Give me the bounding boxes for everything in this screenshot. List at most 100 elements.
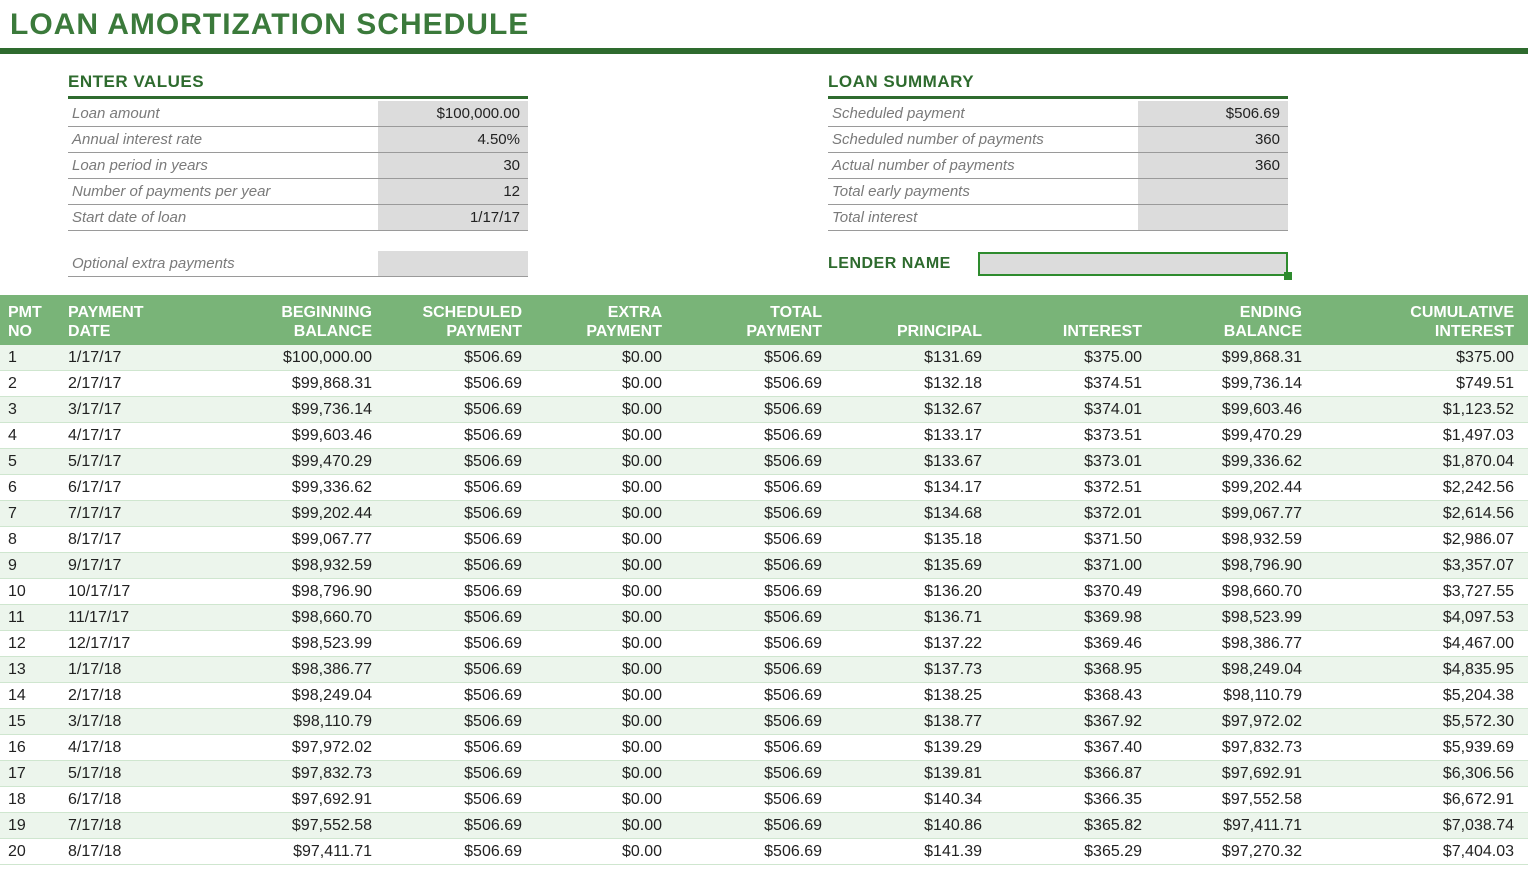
table-cell[interactable]: 3/17/18 xyxy=(60,713,220,731)
table-cell[interactable]: $99,470.29 xyxy=(220,453,380,471)
table-cell[interactable]: $140.34 xyxy=(830,791,990,809)
table-cell[interactable]: 11 xyxy=(0,609,60,627)
table-cell[interactable]: $506.69 xyxy=(380,505,530,523)
table-cell[interactable]: 5/17/17 xyxy=(60,453,220,471)
table-cell[interactable]: $2,614.56 xyxy=(1310,505,1528,523)
table-cell[interactable]: $373.01 xyxy=(990,453,1150,471)
table-cell[interactable]: $0.00 xyxy=(530,635,670,653)
table-cell[interactable]: $99,067.77 xyxy=(1150,505,1310,523)
table-cell[interactable]: 4/17/17 xyxy=(60,427,220,445)
table-cell[interactable]: $0.00 xyxy=(530,843,670,861)
table-cell[interactable]: $97,972.02 xyxy=(220,739,380,757)
table-cell[interactable]: 10 xyxy=(0,583,60,601)
table-cell[interactable]: $506.69 xyxy=(380,661,530,679)
table-cell[interactable]: $97,832.73 xyxy=(1150,739,1310,757)
table-cell[interactable]: $0.00 xyxy=(530,479,670,497)
value-loan-years[interactable]: 30 xyxy=(378,153,528,178)
table-cell[interactable]: $0.00 xyxy=(530,349,670,367)
value-start-date[interactable]: 1/17/17 xyxy=(378,205,528,230)
table-cell[interactable]: $97,411.71 xyxy=(220,843,380,861)
table-cell[interactable]: $0.00 xyxy=(530,739,670,757)
table-cell[interactable]: 6/17/18 xyxy=(60,791,220,809)
table-cell[interactable]: $139.81 xyxy=(830,765,990,783)
table-cell[interactable]: $4,097.53 xyxy=(1310,609,1528,627)
table-cell[interactable]: $132.67 xyxy=(830,401,990,419)
table-cell[interactable]: $506.69 xyxy=(670,661,830,679)
table-cell[interactable]: $369.46 xyxy=(990,635,1150,653)
table-cell[interactable]: $0.00 xyxy=(530,661,670,679)
value-loan-amount[interactable]: $100,000.00 xyxy=(378,101,528,126)
table-cell[interactable]: $366.35 xyxy=(990,791,1150,809)
table-cell[interactable]: $372.01 xyxy=(990,505,1150,523)
table-cell[interactable]: $506.69 xyxy=(670,401,830,419)
table-cell[interactable]: $506.69 xyxy=(670,687,830,705)
table-cell[interactable]: 17 xyxy=(0,765,60,783)
table-cell[interactable]: $99,470.29 xyxy=(1150,427,1310,445)
table-cell[interactable]: 6/17/17 xyxy=(60,479,220,497)
table-cell[interactable]: $99,868.31 xyxy=(220,375,380,393)
table-cell[interactable]: $0.00 xyxy=(530,713,670,731)
table-cell[interactable]: $3,357.07 xyxy=(1310,557,1528,575)
table-cell[interactable]: $0.00 xyxy=(530,375,670,393)
table-cell[interactable]: $137.22 xyxy=(830,635,990,653)
table-cell[interactable]: 16 xyxy=(0,739,60,757)
table-cell[interactable]: $98,110.79 xyxy=(1150,687,1310,705)
table-cell[interactable]: $99,736.14 xyxy=(1150,375,1310,393)
table-cell[interactable]: $506.69 xyxy=(670,453,830,471)
table-cell[interactable]: $372.51 xyxy=(990,479,1150,497)
table-cell[interactable]: 5/17/18 xyxy=(60,765,220,783)
table-cell[interactable]: $506.69 xyxy=(670,817,830,835)
table-cell[interactable]: 15 xyxy=(0,713,60,731)
table-cell[interactable]: $6,672.91 xyxy=(1310,791,1528,809)
table-cell[interactable]: $506.69 xyxy=(380,375,530,393)
table-cell[interactable]: $506.69 xyxy=(380,349,530,367)
table-cell[interactable]: 7 xyxy=(0,505,60,523)
table-cell[interactable]: $367.92 xyxy=(990,713,1150,731)
table-cell[interactable]: 9/17/17 xyxy=(60,557,220,575)
table-cell[interactable]: $370.49 xyxy=(990,583,1150,601)
table-cell[interactable]: $141.39 xyxy=(830,843,990,861)
table-cell[interactable]: 13 xyxy=(0,661,60,679)
table-cell[interactable]: $0.00 xyxy=(530,817,670,835)
table-cell[interactable]: $374.01 xyxy=(990,401,1150,419)
table-cell[interactable]: 12 xyxy=(0,635,60,653)
table-cell[interactable]: $99,603.46 xyxy=(220,427,380,445)
table-cell[interactable]: 7/17/17 xyxy=(60,505,220,523)
table-cell[interactable]: $506.69 xyxy=(380,739,530,757)
table-cell[interactable]: $98,932.59 xyxy=(220,557,380,575)
table-cell[interactable]: $97,692.91 xyxy=(220,791,380,809)
table-cell[interactable]: $99,868.31 xyxy=(1150,349,1310,367)
table-cell[interactable]: $98,796.90 xyxy=(1150,557,1310,575)
table-cell[interactable]: $97,972.02 xyxy=(1150,713,1310,731)
table-cell[interactable]: $365.29 xyxy=(990,843,1150,861)
table-cell[interactable]: $506.69 xyxy=(380,427,530,445)
table-cell[interactable]: $98,660.70 xyxy=(1150,583,1310,601)
table-cell[interactable]: $0.00 xyxy=(530,609,670,627)
table-cell[interactable]: 1/17/17 xyxy=(60,349,220,367)
table-cell[interactable]: 4/17/18 xyxy=(60,739,220,757)
table-cell[interactable]: $5,939.69 xyxy=(1310,739,1528,757)
table-cell[interactable]: $97,552.58 xyxy=(1150,791,1310,809)
table-cell[interactable]: $131.69 xyxy=(830,349,990,367)
table-cell[interactable]: $135.18 xyxy=(830,531,990,549)
table-cell[interactable]: $99,202.44 xyxy=(1150,479,1310,497)
table-cell[interactable]: $139.29 xyxy=(830,739,990,757)
table-cell[interactable]: $98,249.04 xyxy=(220,687,380,705)
table-cell[interactable]: $136.20 xyxy=(830,583,990,601)
table-cell[interactable]: 20 xyxy=(0,843,60,861)
table-cell[interactable]: $506.69 xyxy=(670,791,830,809)
table-cell[interactable]: $373.51 xyxy=(990,427,1150,445)
table-cell[interactable]: 8 xyxy=(0,531,60,549)
table-cell[interactable]: $99,336.62 xyxy=(220,479,380,497)
table-cell[interactable]: $506.69 xyxy=(380,687,530,705)
table-cell[interactable]: 1/17/18 xyxy=(60,661,220,679)
table-cell[interactable]: $0.00 xyxy=(530,531,670,549)
table-cell[interactable]: $375.00 xyxy=(990,349,1150,367)
table-cell[interactable]: $0.00 xyxy=(530,765,670,783)
table-cell[interactable]: $506.69 xyxy=(380,609,530,627)
table-cell[interactable]: $506.69 xyxy=(670,765,830,783)
lender-name-input[interactable] xyxy=(978,252,1288,276)
table-cell[interactable]: $506.69 xyxy=(380,557,530,575)
table-cell[interactable]: $367.40 xyxy=(990,739,1150,757)
table-cell[interactable]: $506.69 xyxy=(380,479,530,497)
